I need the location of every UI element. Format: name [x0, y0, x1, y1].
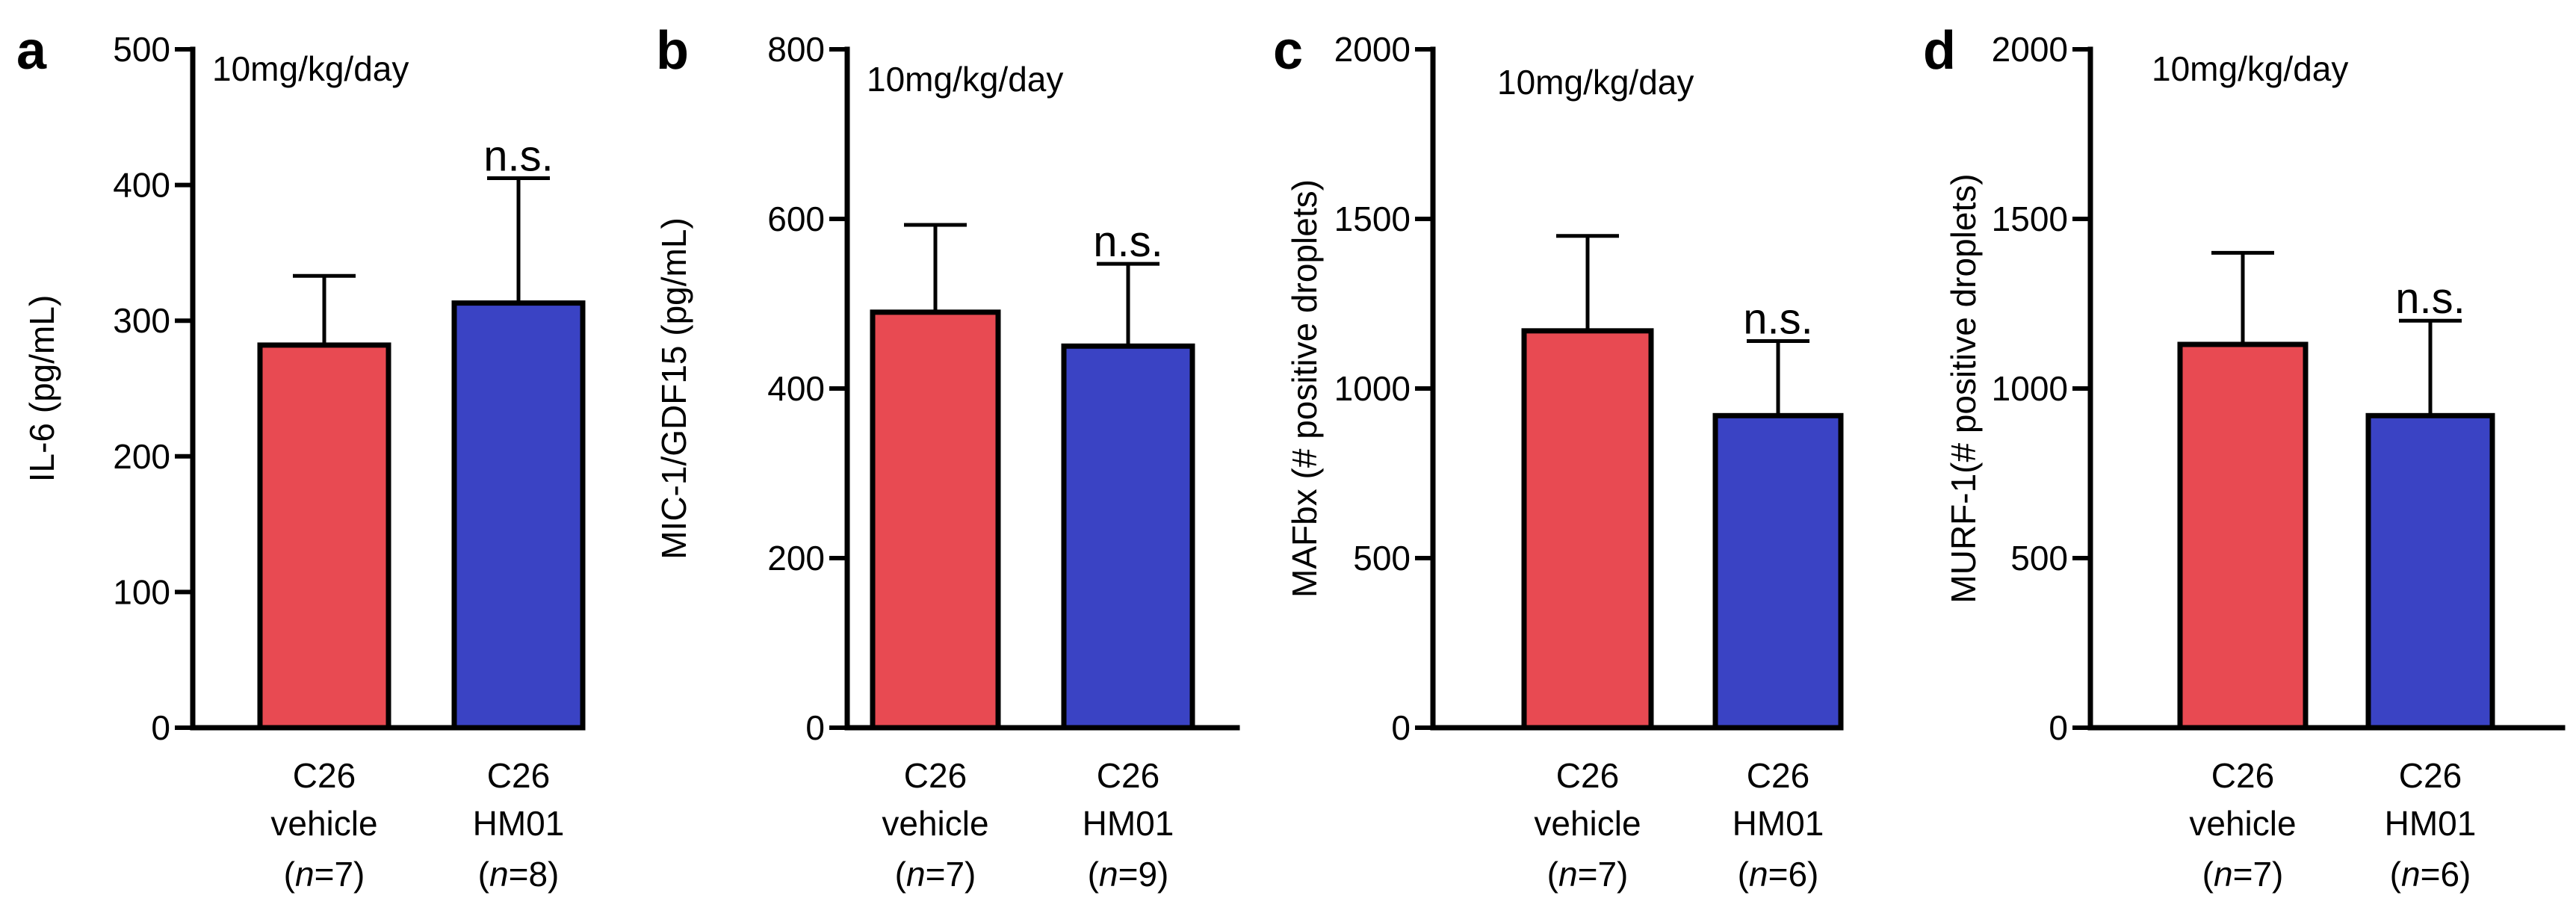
category-label-line2: HM01 [1733, 804, 1824, 843]
n-prefix: ( [2202, 855, 2214, 894]
n-suffix: =9) [1118, 855, 1169, 894]
y-tick-label: 1000 [1334, 369, 1411, 408]
n-italic: n [1749, 855, 1768, 894]
dose-label: 10mg/kg/day [212, 49, 409, 88]
y-tick-label: 400 [767, 369, 825, 408]
n-suffix: =7) [315, 855, 365, 894]
category-label-line1: C26 [487, 756, 550, 795]
panel-a: a IL-6 (pg/mL) 0 100 200 300 400 500 10mg/kg/day… [16, 21, 586, 894]
bar-vehicle [2177, 341, 2309, 731]
n-suffix: =7) [926, 855, 976, 894]
y-tick-label: 600 [767, 199, 825, 238]
category-n-label: (n=6) [2390, 855, 2471, 894]
bar-vehicle [870, 309, 1001, 731]
y-tick-label: 2000 [1992, 30, 2068, 69]
n-italic: n [2401, 855, 2421, 894]
n-suffix: =6) [1768, 855, 1819, 894]
y-tick-label: 0 [1391, 708, 1411, 747]
category-n-label: (n=9) [1088, 855, 1169, 894]
y-tick-label: 800 [767, 30, 825, 69]
category-label-line1: C26 [293, 756, 356, 795]
y-axis-label: MURF-1(# positive droplets) [1944, 173, 1983, 603]
n-prefix: ( [1088, 855, 1100, 894]
category-label-line1: C26 [904, 756, 967, 795]
bar-hm01 [451, 300, 586, 731]
category-n-label: (n=7) [1547, 855, 1629, 894]
significance-label: n.s. [1743, 294, 1813, 343]
n-italic: n [2214, 855, 2233, 894]
category-n-label: (n=7) [284, 855, 365, 894]
category-n-label: (n=6) [1738, 855, 1819, 894]
category-label-line2: HM01 [2385, 804, 2477, 843]
panel-d: d MURF-1(# positive droplets) 0 500 1000 1500… [1923, 21, 2566, 894]
y-tick-label: 200 [767, 539, 825, 578]
n-prefix: ( [478, 855, 490, 894]
y-tick-label: 1500 [1334, 199, 1411, 238]
category-label-line2: vehicle [270, 804, 377, 843]
panel-c: c MAFbx (# positive droplets) 0 500 1000 1500… [1273, 21, 1844, 894]
category-n-label: (n=7) [895, 855, 976, 894]
n-prefix: ( [284, 855, 296, 894]
significance-label: n.s. [1093, 217, 1163, 266]
panel-letter: c [1273, 21, 1303, 81]
category-label-line1: C26 [2399, 756, 2462, 795]
category-label-line2: vehicle [882, 804, 988, 843]
n-prefix: ( [1547, 855, 1559, 894]
bar-vehicle [257, 342, 391, 731]
significance-label: n.s. [2395, 274, 2465, 323]
y-tick-label: 0 [151, 708, 170, 747]
panel-letter: a [16, 21, 47, 81]
bar-hm01 [1712, 412, 1844, 731]
n-suffix: =7) [1578, 855, 1629, 894]
dose-label: 10mg/kg/day [2152, 49, 2348, 88]
category-n-label: (n=7) [2202, 855, 2284, 894]
significance-label: n.s. [483, 132, 554, 181]
panel-b: b MIC-1/GDF15 (pg/mL) 0 200 400 600 800 10mg/kg… [654, 21, 1240, 894]
y-tick-label: 1500 [1992, 199, 2068, 238]
y-tick-label: 500 [1353, 539, 1411, 578]
y-tick-label: 300 [113, 301, 170, 340]
n-italic: n [906, 855, 926, 894]
panel-letter: d [1923, 21, 1956, 81]
category-label-line1: C26 [2211, 756, 2274, 795]
y-axis-label: MAFbx (# positive droplets) [1285, 179, 1324, 598]
panel-letter: b [656, 21, 689, 81]
y-tick-label: 100 [113, 572, 170, 611]
category-label-line2: HM01 [473, 804, 565, 843]
n-italic: n [1558, 855, 1578, 894]
n-italic: n [489, 855, 509, 894]
bar-hm01 [2365, 412, 2495, 731]
n-prefix: ( [1738, 855, 1750, 894]
category-label-line1: C26 [1747, 756, 1809, 795]
category-label-line1: C26 [1097, 756, 1159, 795]
y-tick-label: 500 [113, 30, 170, 69]
n-suffix: =6) [2421, 855, 2471, 894]
n-italic: n [1099, 855, 1118, 894]
y-tick-label: 400 [113, 166, 170, 205]
bar-vehicle [1521, 328, 1654, 731]
category-label-line2: vehicle [1534, 804, 1641, 843]
n-prefix: ( [895, 855, 907, 894]
category-n-label: (n=8) [478, 855, 560, 894]
y-axis-label: MIC-1/GDF15 (pg/mL) [654, 217, 693, 560]
n-suffix: =7) [2233, 855, 2284, 894]
n-italic: n [295, 855, 315, 894]
dose-label: 10mg/kg/day [1497, 63, 1694, 102]
y-tick-label: 500 [2010, 539, 2068, 578]
y-tick-label: 2000 [1334, 30, 1411, 69]
n-prefix: ( [2390, 855, 2402, 894]
y-tick-label: 200 [113, 437, 170, 476]
category-label-line2: HM01 [1083, 804, 1174, 843]
y-tick-label: 1000 [1992, 369, 2068, 408]
bar-hm01 [1061, 343, 1195, 731]
dose-label: 10mg/kg/day [867, 60, 1063, 99]
category-label-line2: vehicle [2189, 804, 2296, 843]
y-tick-label: 0 [805, 708, 825, 747]
category-label-line1: C26 [1556, 756, 1619, 795]
y-tick-label: 0 [2049, 708, 2068, 747]
y-axis-label: IL-6 (pg/mL) [22, 295, 61, 483]
n-suffix: =8) [509, 855, 560, 894]
